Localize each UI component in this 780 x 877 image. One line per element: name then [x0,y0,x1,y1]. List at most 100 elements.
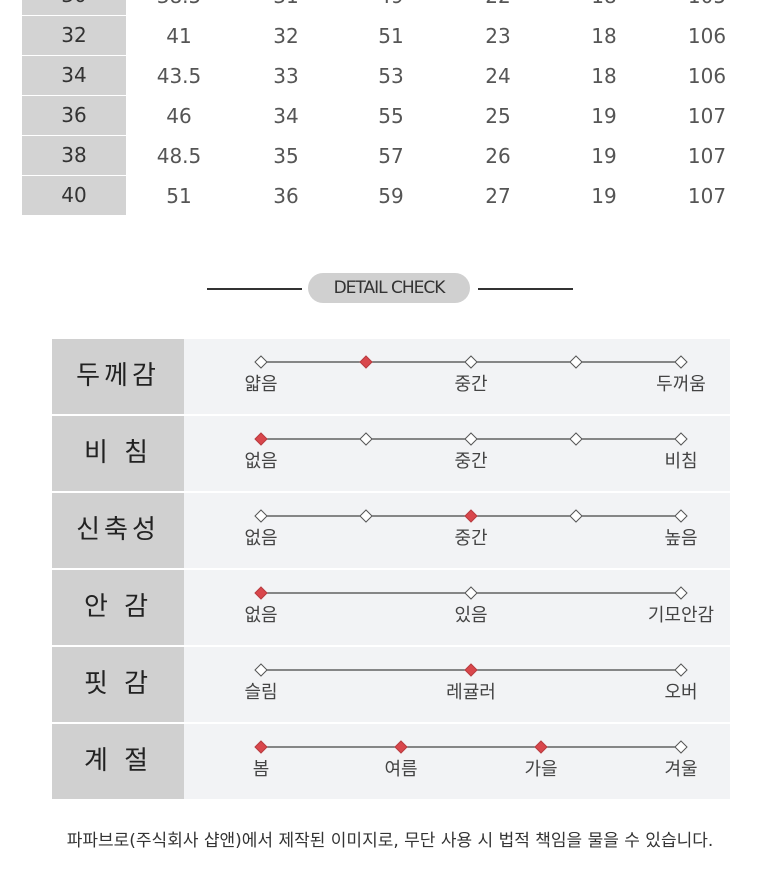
size-value: 106 [687,64,727,88]
scale-label: 없음 [244,451,278,472]
size-label: 40 [22,176,126,215]
size-value: 38.5 [129,0,229,16]
size-value: 106 [687,24,727,48]
detail-scale: 없음 있음 기모안감 [184,570,730,645]
size-value: 35 [273,144,299,168]
detail-row: 신축성 없음 중간 높음 [52,493,730,568]
size-value: 43.5 [156,64,202,88]
detail-row: 안 감 없음 있음 기모안감 [52,570,730,645]
size-value: 27 [485,184,511,208]
scale-label: 가을 [524,759,558,780]
marker [254,663,268,677]
marker-selected [254,432,268,446]
detail-row: 두께감 얇음 중간 두꺼움 [52,339,730,414]
scale-graphic [254,586,688,600]
scale-graphic [254,355,688,369]
size-value: 55 [378,104,404,128]
detail-label: 두께감 [52,339,184,414]
rule-right [478,288,573,290]
size-value: 34 [273,104,299,128]
size-value: 18 [591,24,617,48]
detail-label: 비 침 [52,416,184,491]
size-value: 53 [378,64,404,88]
size-value: 19 [591,144,617,168]
scale-label: 높음 [664,528,698,549]
scale-graphic [254,740,688,754]
marker-selected [464,509,478,523]
detail-label: 안 감 [52,570,184,645]
size-label: 34 [22,56,126,95]
size-value: 36 [273,184,299,208]
marker [674,509,688,523]
size-value: 31 [236,0,336,16]
marker [674,355,688,369]
scale-label: 얇음 [244,374,278,395]
size-value: 22 [448,0,548,16]
section-title: DETAIL CHECK [308,273,470,303]
detail-scale: 없음 중간 비침 [184,416,730,491]
scale-label: 두꺼움 [656,374,706,395]
size-value: 19 [591,184,617,208]
marker [674,432,688,446]
scale-label: 중간 [454,374,488,395]
size-value: 46 [166,104,192,128]
marker [254,355,268,369]
footer-note: 파파브로(주식회사 샵앤)에서 제작된 이미지로, 무단 사용 시 법적 책임을… [66,831,714,851]
size-value: 19 [591,104,617,128]
size-value: 24 [485,64,511,88]
size-value: 32 [273,24,299,48]
size-label: 38 [22,136,126,175]
size-label: 36 [22,96,126,135]
size-value: 49 [341,0,441,16]
marker-selected [394,740,408,754]
size-value: 107 [687,104,727,128]
scale-label: 기모안감 [647,605,715,626]
size-value: 23 [485,24,511,48]
size-value: 107 [687,144,727,168]
detail-scale: 얇음 중간 두꺼움 [184,339,730,414]
detail-label: 계 절 [52,724,184,799]
detail-scale: 봄 여름 가을 겨울 [184,724,730,799]
marker-selected [359,355,373,369]
scale-label: 슬림 [244,682,278,703]
detail-scale: 없음 중간 높음 [184,493,730,568]
detail-row: 비 침 없음 중간 비침 [52,416,730,491]
marker [674,740,688,754]
marker [674,663,688,677]
detail-label: 신축성 [52,493,184,568]
detail-scale: 슬림 레귤러 오버 [184,647,730,722]
detail-row: 핏 감 슬림 레귤러 오버 [52,647,730,722]
scale-label: 오버 [664,682,698,703]
marker [359,432,373,446]
scale-label: 봄 [252,759,270,780]
scale-label: 여름 [384,759,418,780]
marker [569,355,583,369]
scale-label: 레귤러 [446,682,496,703]
size-value: 51 [166,184,192,208]
scale-label: 중간 [454,451,488,472]
size-value: 48.5 [156,144,202,168]
scale-label: 없음 [244,605,278,626]
detail-label: 핏 감 [52,647,184,722]
scale-graphic [254,432,688,446]
marker [464,355,478,369]
marker-selected [464,663,478,677]
marker [674,586,688,600]
marker [359,509,373,523]
size-value: 57 [378,144,404,168]
marker [569,509,583,523]
size-label: 32 [22,16,126,55]
size-value: 51 [378,24,404,48]
size-value: 25 [485,104,511,128]
scale-label: 중간 [454,528,488,549]
scale-label: 비침 [664,451,698,472]
detail-row: 계 절 봄 여름 가을 겨울 [52,724,730,799]
size-value: 41 [166,24,192,48]
marker [569,432,583,446]
marker [254,509,268,523]
scale-label: 있음 [454,605,488,626]
size-value: 107 [687,184,727,208]
marker-selected [534,740,548,754]
size-label: 30 [22,0,126,15]
scale-label: 없음 [244,528,278,549]
